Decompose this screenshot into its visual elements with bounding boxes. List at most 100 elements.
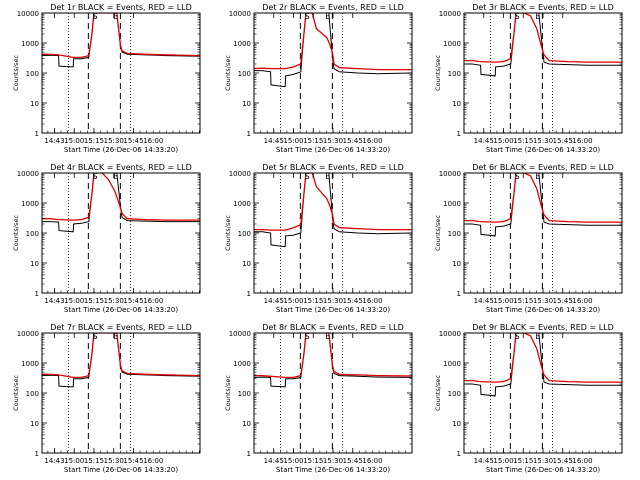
marker-e: E — [535, 172, 540, 181]
marker-s: S — [304, 12, 309, 21]
y-tick-label: 1 — [35, 130, 39, 138]
y-tick-label: 100 — [238, 70, 251, 78]
x-tick-label: 15:00 — [64, 457, 84, 465]
series-lld-line — [42, 173, 200, 221]
series-events-line — [254, 333, 412, 388]
series-events-line — [254, 13, 412, 88]
x-tick-label: 15:15 — [303, 137, 323, 145]
x-tick-label: 15:30 — [323, 457, 343, 465]
x-tick-label: 16:00 — [143, 137, 163, 145]
plot-frame — [463, 332, 623, 454]
x-tick-label: 15:00 — [493, 457, 513, 465]
y-tick-label: 1000 — [443, 40, 461, 48]
series-events-line — [464, 173, 622, 237]
y-tick-label: 10 — [30, 420, 39, 428]
y-tick-label: 10 — [452, 260, 461, 268]
x-axis-label: Start Time (26-Dec-06 14:33:20) — [486, 146, 600, 154]
x-tick-label: 15:15 — [513, 457, 533, 465]
plot-frame — [41, 12, 201, 134]
panel-title: Det 4r BLACK = Events, RED = LLD — [50, 163, 192, 172]
y-tick-label: 1000 — [233, 200, 251, 208]
x-tick-label: 15:00 — [64, 297, 84, 305]
y-tick-label: 10 — [452, 420, 461, 428]
y-tick-label: 1 — [457, 130, 461, 138]
y-tick-label: 10000 — [229, 330, 251, 338]
x-tick-label: 15:30 — [533, 137, 553, 145]
x-tick-label: 16:00 — [362, 297, 382, 305]
x-axis-label: Start Time (26-Dec-06 14:33:20) — [276, 306, 390, 314]
y-axis-label: Counts/sec — [224, 375, 232, 411]
series-events-line — [42, 173, 200, 233]
marker-e: E — [325, 172, 330, 181]
x-tick-label: 14:45 — [264, 137, 284, 145]
x-tick-label: 16:00 — [572, 457, 592, 465]
panel-title: Det 9r BLACK = Events, RED = LLD — [472, 323, 614, 332]
marker-e: E — [113, 172, 118, 181]
y-tick-label: 10 — [242, 260, 251, 268]
series-events-line — [464, 13, 622, 77]
x-axis-label: Start Time (26-Dec-06 14:33:20) — [64, 146, 178, 154]
y-tick-label: 100 — [26, 230, 39, 238]
plot-frame — [41, 172, 201, 294]
marker-e: E — [113, 12, 118, 21]
y-tick-label: 100 — [448, 390, 461, 398]
marker-s: S — [92, 332, 97, 341]
panel-title: Det 5r BLACK = Events, RED = LLD — [262, 163, 404, 172]
y-tick-label: 10000 — [439, 170, 461, 178]
y-axis-label: Counts/sec — [434, 55, 442, 91]
panel-det-1: 1 10 100 1000 10000 14:43 15:00 15:15 15:30 15:45… — [12, 3, 201, 154]
y-tick-label: 1 — [247, 130, 251, 138]
x-tick-label: 14:45 — [474, 297, 494, 305]
panel-det-7: 1 10 100 1000 10000 14:43 15:00 15:15 15:30 15:45… — [12, 323, 201, 474]
marker-e: E — [325, 12, 330, 21]
series-events-line — [42, 333, 200, 388]
marker-s: S — [514, 332, 519, 341]
y-tick-label: 10000 — [17, 330, 39, 338]
panel-title: Det 3r BLACK = Events, RED = LLD — [472, 3, 614, 12]
x-tick-label: 16:00 — [362, 457, 382, 465]
panel-det-2: 1 10 100 1000 10000 14:45 15:00 15:15 15:30 15:45… — [224, 3, 413, 154]
y-tick-label: 100 — [26, 70, 39, 78]
x-tick-label: 15:45 — [123, 457, 143, 465]
x-tick-label: 16:00 — [572, 137, 592, 145]
x-tick-label: 14:45 — [474, 137, 494, 145]
y-tick-label: 10 — [30, 260, 39, 268]
series-lld-line — [464, 333, 622, 383]
marker-s: S — [304, 172, 309, 181]
y-tick-label: 100 — [238, 390, 251, 398]
x-tick-label: 16:00 — [572, 297, 592, 305]
x-axis-label: Start Time (26-Dec-06 14:33:20) — [64, 466, 178, 474]
x-tick-label: 16:00 — [143, 457, 163, 465]
x-tick-label: 15:15 — [303, 297, 323, 305]
x-tick-label: 15:15 — [84, 137, 104, 145]
y-axis-label: Counts/sec — [12, 55, 20, 91]
y-axis-label: Counts/sec — [224, 215, 232, 251]
x-tick-label: 15:00 — [283, 297, 303, 305]
x-axis-label: Start Time (26-Dec-06 14:33:20) — [64, 306, 178, 314]
y-tick-label: 1 — [457, 290, 461, 298]
y-axis-label: Counts/sec — [224, 55, 232, 91]
x-tick-label: 14:45 — [264, 297, 284, 305]
x-tick-label: 14:43 — [44, 297, 64, 305]
x-tick-label: 15:45 — [123, 297, 143, 305]
y-tick-label: 1000 — [443, 200, 461, 208]
y-tick-label: 1 — [35, 290, 39, 298]
series-lld-line — [254, 173, 412, 231]
x-axis-label: Start Time (26-Dec-06 14:33:20) — [276, 146, 390, 154]
y-tick-label: 10 — [242, 420, 251, 428]
series-lld-line — [464, 173, 622, 223]
y-tick-label: 10000 — [439, 330, 461, 338]
y-tick-label: 100 — [448, 230, 461, 238]
y-tick-label: 1000 — [233, 360, 251, 368]
y-axis-label: Counts/sec — [434, 215, 442, 251]
y-tick-label: 100 — [448, 70, 461, 78]
x-tick-label: 15:30 — [323, 137, 343, 145]
x-tick-label: 14:45 — [474, 457, 494, 465]
y-tick-label: 1 — [247, 450, 251, 458]
series-lld-line — [254, 13, 412, 71]
x-tick-label: 15:15 — [303, 457, 323, 465]
y-tick-label: 1000 — [21, 200, 39, 208]
y-tick-label: 100 — [26, 390, 39, 398]
panel-title: Det 7r BLACK = Events, RED = LLD — [50, 323, 192, 332]
